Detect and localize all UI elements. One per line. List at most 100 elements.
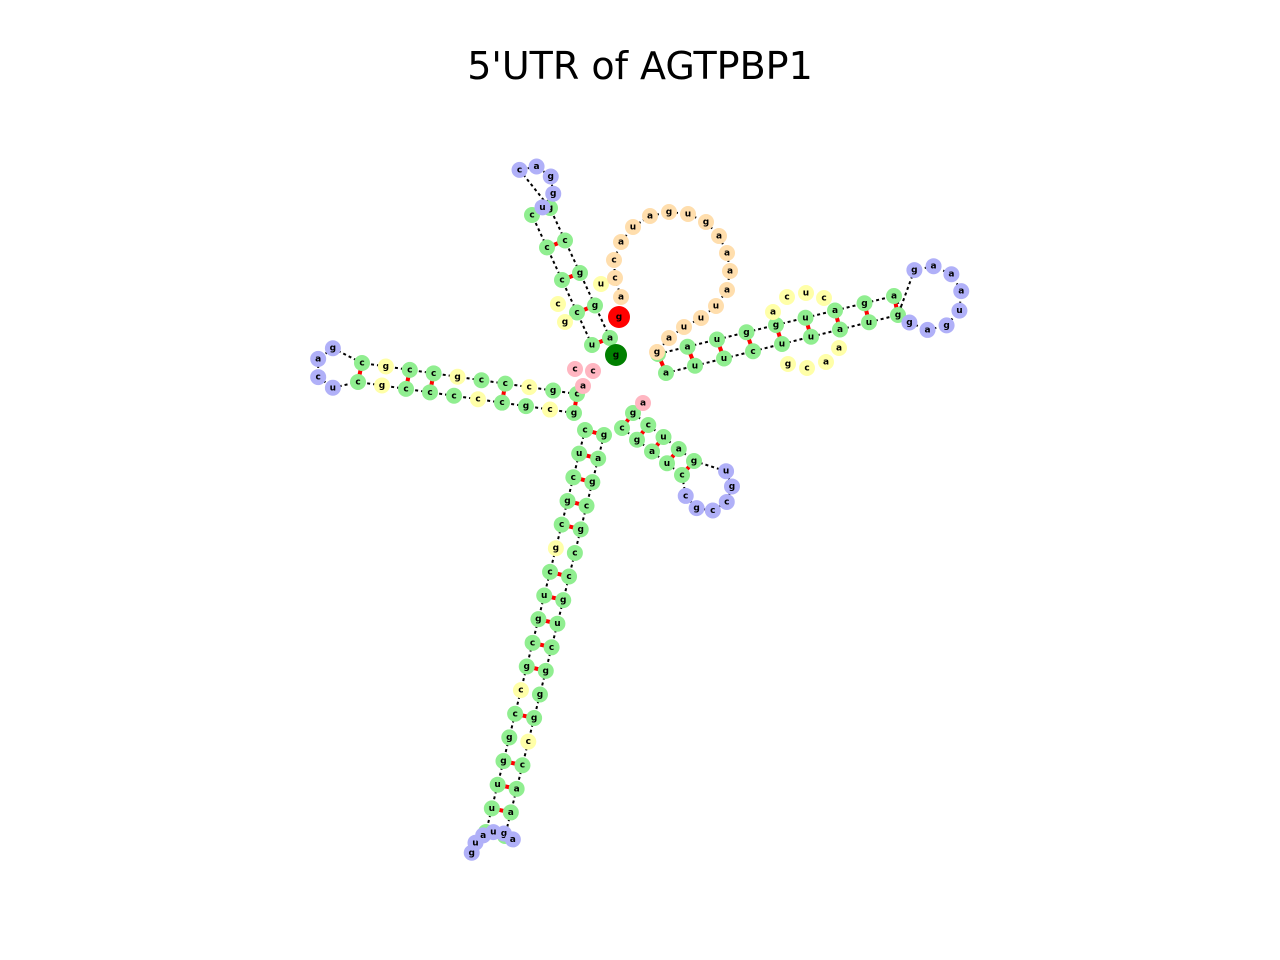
bottom-arm-nucleotide: c [565, 469, 582, 486]
nucleotide-label: g [691, 457, 697, 467]
nucleotide-label: a [595, 454, 601, 464]
multiloop-nucleotide: a [575, 378, 591, 394]
nucleotide-label: c [479, 376, 484, 386]
right-hairpin-nucleotide: g [901, 314, 918, 331]
nucleotide-label: g [592, 301, 598, 311]
bottom-arm-nucleotide: g [537, 662, 554, 679]
right-arm-nucleotide: u [774, 336, 790, 352]
nucleotide-label: c [571, 473, 576, 483]
nucleotide-label: u [472, 838, 478, 848]
top-arm-nucleotide: c [554, 272, 570, 288]
right-interior-nucleotide: a [765, 304, 781, 320]
nucleotide-label: g [693, 504, 699, 514]
nucleotide-label: g [601, 431, 607, 441]
nucleotide-label: g [773, 321, 779, 331]
exterior-loop-nucleotide: a [613, 234, 629, 250]
small-arm-nucleotide: g [686, 453, 702, 469]
nucleotide-label: g [654, 348, 660, 358]
nucleotide-label: g [589, 478, 595, 488]
nucleotide-label: a [514, 784, 520, 794]
nucleotide-label: c [407, 365, 412, 375]
end-nucleotide: g [605, 344, 627, 366]
base-pair-layer [356, 206, 900, 838]
small-arm-nucleotide: g [629, 431, 645, 448]
nucleotide-label: c [427, 388, 432, 398]
nucleotide-label: g [861, 299, 867, 309]
nucleotide-label: c [590, 367, 595, 377]
nucleotide-label: c [547, 567, 552, 577]
nucleotide-label: a [770, 308, 776, 318]
right-hairpin-nucleotide: a [925, 258, 942, 275]
nucleotide-label: a [931, 262, 937, 272]
right-arm-nucleotide: u [797, 309, 814, 326]
left-arm-nucleotide: c [497, 375, 514, 392]
nucleotide-label: c [529, 211, 534, 221]
nucleotide-label: a [925, 325, 931, 335]
bottom-arm-nucleotide: u [489, 776, 506, 793]
left-arm-nucleotide: c [350, 374, 366, 390]
right-hairpin-nucleotide: g [938, 317, 955, 334]
top-hairpin-nucleotide: g [545, 185, 562, 202]
nucleotide-label: a [580, 382, 586, 392]
nucleotide-label: u [539, 203, 545, 213]
left-arm-nucleotide: g [449, 368, 466, 385]
top-interior-nucleotide: c [550, 296, 566, 312]
small-arm-nucleotide: u [655, 429, 672, 445]
nucleotide-label: c [566, 572, 571, 582]
right-arm-nucleotide: u [803, 328, 819, 345]
nucleotide-label: g [571, 409, 577, 419]
multiloop-nucleotide: c [567, 361, 583, 377]
backbone [332, 381, 359, 389]
left-arm-nucleotide: c [401, 361, 418, 378]
nucleotide-label: u [713, 302, 719, 312]
nucleotide-label: u [494, 780, 500, 790]
nucleotide-label: c [611, 256, 616, 266]
exterior-loop-nucleotide: g [661, 204, 677, 220]
nucleotide-label: a [510, 835, 516, 845]
nucleotide-label: a [534, 162, 540, 172]
nucleotide-label: u [681, 323, 687, 333]
bottom-arm-nucleotide: g [501, 729, 518, 746]
nucleotide-label: g [613, 351, 619, 361]
nucleotide-label: g [535, 615, 541, 625]
nucleotide-label: a [618, 238, 624, 248]
nucleotide-label: c [572, 548, 577, 558]
backbone [518, 169, 551, 209]
small-arm-nucleotide: c [674, 467, 690, 483]
left-arm-nucleotide: g [566, 405, 582, 421]
nucleotide-label: c [499, 398, 504, 408]
bottom-arm-nucleotide: u [483, 800, 500, 817]
nucleotide-label: c [710, 506, 715, 516]
nucleotide-label: g [666, 208, 672, 218]
nucleotide-label: c [530, 638, 535, 648]
bottom-arm-nucleotide: a [502, 804, 519, 821]
nucleotide-label: u [576, 449, 582, 459]
right-interior-nucleotide: c [779, 289, 795, 305]
nucleotide-label: c [518, 686, 523, 696]
nucleotide-label: a [647, 212, 653, 222]
multiloop-nucleotide: a [635, 395, 651, 411]
nucleotide-label: c [316, 373, 321, 383]
bottom-arm-nucleotide: a [508, 780, 525, 797]
bottom-arm-nucleotide: u [549, 615, 566, 632]
nucleotide-label: g [943, 321, 949, 331]
exterior-loop-nucleotide: g [698, 214, 714, 230]
nucleotide-label: a [832, 306, 838, 316]
nucleotide-label: u [489, 804, 495, 814]
bottom-arm-nucleotide: c [507, 705, 524, 722]
left-arm-nucleotide: c [425, 365, 442, 382]
nucleotide-label: c [750, 347, 755, 357]
nucleotide-label: c [527, 383, 532, 393]
nucleotide-label: g [616, 313, 622, 323]
bottom-arm-nucleotide: c [512, 682, 529, 699]
right-arm-nucleotide: u [709, 331, 725, 348]
exterior-loop-nucleotide: u [708, 298, 724, 314]
bottom-arm-nucleotide: g [572, 521, 589, 538]
nucleotide-label: a [716, 232, 722, 242]
right-arm-nucleotide: g [738, 324, 755, 341]
bottom-arm-nucleotide: g [555, 592, 572, 609]
small-arm-nucleotide: c [640, 417, 657, 433]
nucleotide-label: c [619, 424, 624, 434]
bottom-arm-nucleotide: a [590, 450, 607, 467]
